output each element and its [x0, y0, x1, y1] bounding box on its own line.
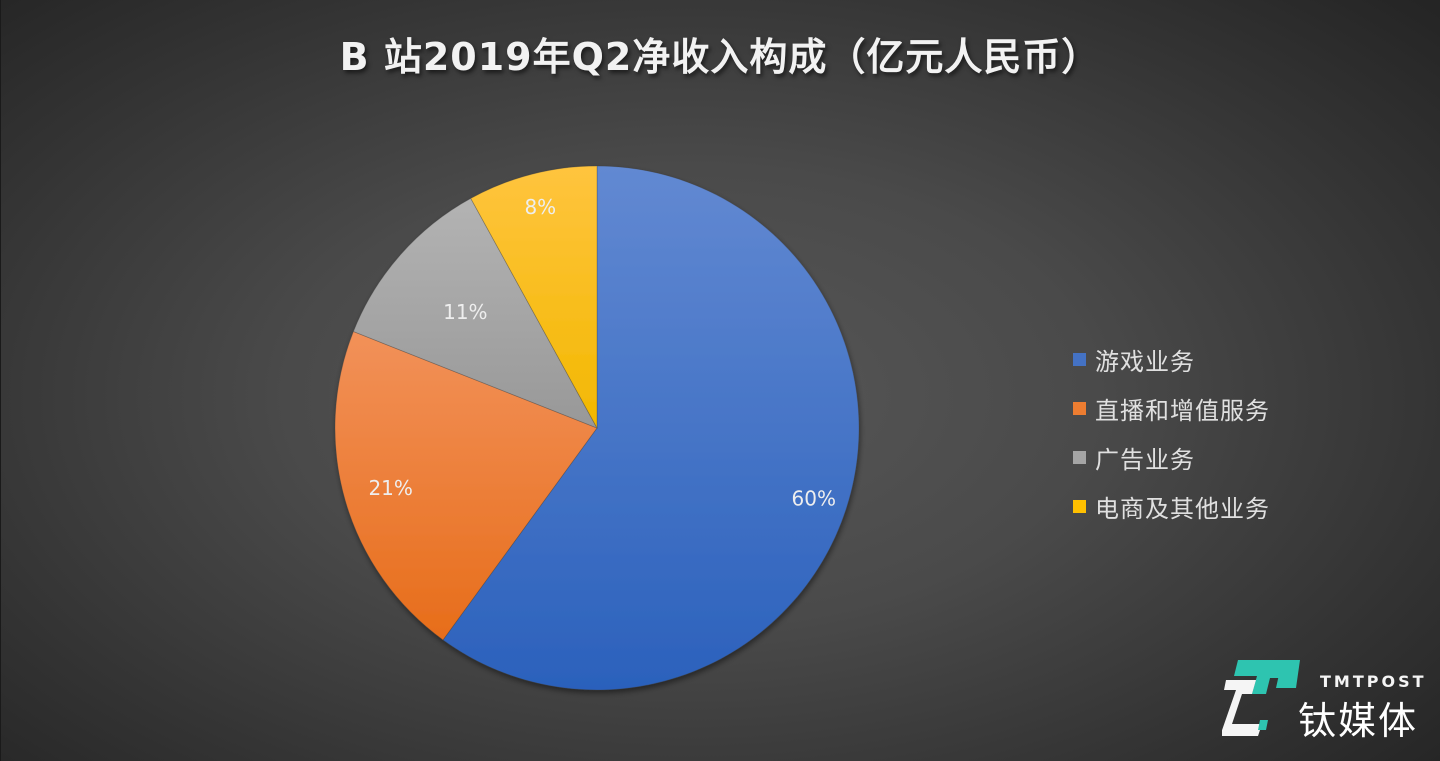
legend-label: 广告业务: [1095, 446, 1195, 474]
pie-slice-ecommerce-other: [470, 165, 598, 429]
legend-item-games: 游戏业务: [1073, 335, 1270, 384]
watermark-brand-cn: 钛媒体: [1298, 699, 1419, 743]
legend-label: 电商及其他业务: [1095, 495, 1270, 523]
legend-item-ecommerce-other: 电商及其他业务: [1073, 482, 1270, 531]
legend-swatch-gray: [1073, 451, 1086, 464]
legend-item-ads: 广告业务: [1073, 433, 1270, 482]
pie-slice-live-vas: [334, 331, 598, 641]
tmtpost-logo-icon: [1222, 660, 1300, 736]
slice-data-label: 60%: [792, 486, 836, 510]
legend-swatch-yellow: [1073, 500, 1086, 513]
chart-title: B 站2019年Q2净收入构成（亿元人民币）: [339, 35, 1101, 79]
legend-swatch-blue: [1073, 353, 1086, 366]
slice-data-label: 8%: [524, 195, 556, 219]
legend-item-live-vas: 直播和增值服务: [1073, 384, 1270, 433]
chart-legend: 游戏业务 直播和增值服务 广告业务 电商及其他业务: [1073, 335, 1270, 531]
watermark-brand-en: TMTPOST: [1320, 672, 1427, 691]
pie-slice-games: [442, 165, 860, 691]
slice-data-label: 21%: [368, 476, 412, 500]
legend-label: 游戏业务: [1095, 348, 1195, 376]
legend-label: 直播和增值服务: [1095, 397, 1270, 425]
left-border: [0, 0, 1, 761]
slice-data-label: 11%: [443, 300, 487, 324]
legend-swatch-orange: [1073, 402, 1086, 415]
pie-slice-ads: [352, 197, 598, 429]
